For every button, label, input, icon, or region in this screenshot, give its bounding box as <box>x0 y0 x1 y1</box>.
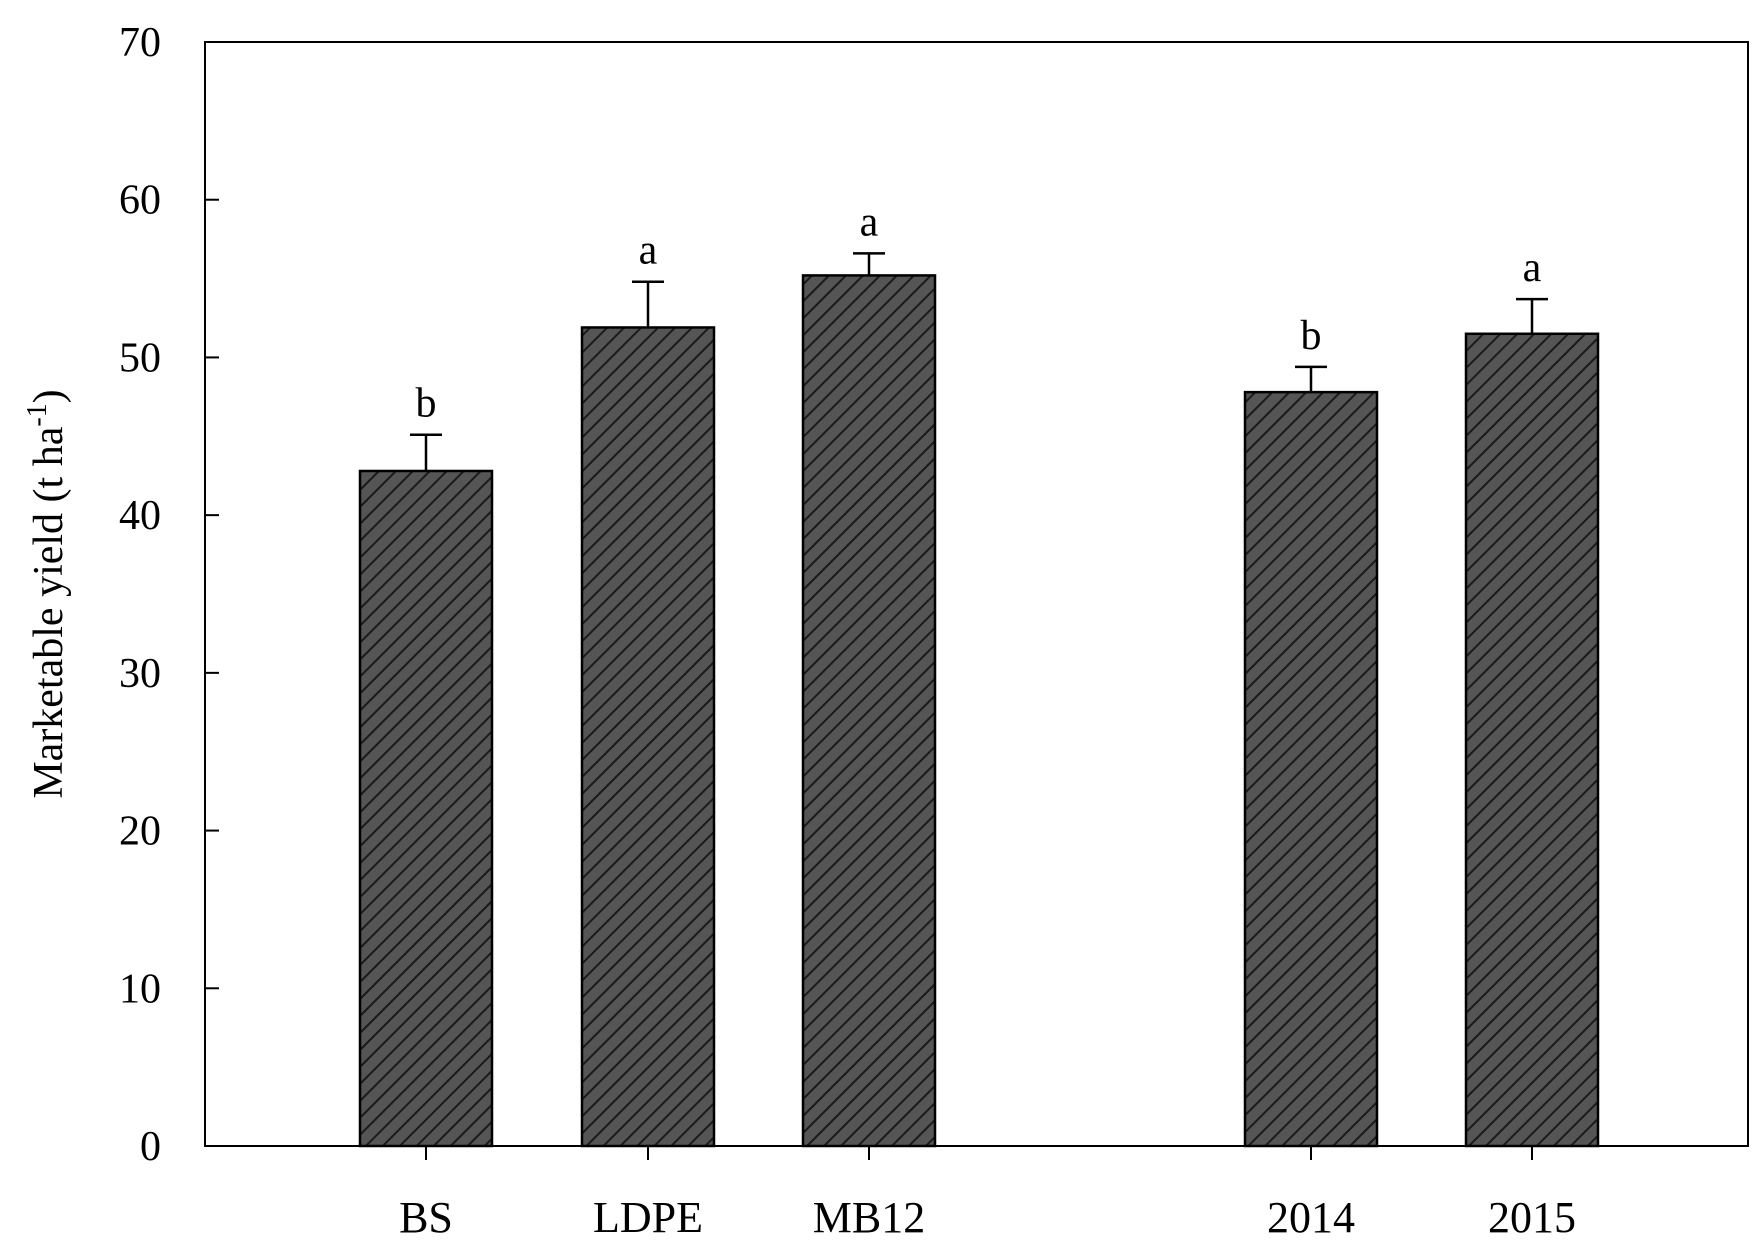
y-axis-title-close: ) <box>26 389 72 403</box>
x-tick-label: LDPE <box>593 1193 703 1242</box>
y-tick-label: 30 <box>119 651 161 697</box>
plot-frame <box>204 41 1749 1147</box>
bar-bs <box>358 469 494 1148</box>
x-axis: BS LDPE MB12 2014 2015 <box>399 1146 1576 1242</box>
y-tick-label: 20 <box>119 809 161 855</box>
bar-2015 <box>1464 332 1600 1148</box>
bar-ldpe <box>580 326 716 1148</box>
significance-letter: a <box>860 199 879 245</box>
y-tick-label: 60 <box>119 178 161 224</box>
y-tick-label: 50 <box>119 335 161 381</box>
x-tick-label: 2015 <box>1488 1193 1576 1242</box>
bar-mb12 <box>801 274 937 1148</box>
y-tick-label: 70 <box>119 20 161 66</box>
x-tick-label: BS <box>399 1193 453 1242</box>
bar-2014 <box>1243 390 1379 1148</box>
significance-letter: a <box>1523 245 1542 291</box>
y-axis-title-superscript: -1 <box>22 403 53 426</box>
y-axis-title: Marketable yield (t ha-1) <box>22 389 72 798</box>
significance-letter: b <box>416 381 437 427</box>
x-tick-label: MB12 <box>813 1193 925 1242</box>
y-tick-label: 0 <box>140 1124 161 1170</box>
y-tick-label: 40 <box>119 493 161 539</box>
bars: b a a b a <box>358 199 1600 1148</box>
significance-letter: b <box>1301 313 1322 359</box>
x-tick-label: 2014 <box>1267 1193 1355 1242</box>
significance-letter: a <box>639 228 658 274</box>
y-axis: 0 10 20 30 40 50 60 70 <box>119 20 219 1170</box>
y-tick-label: 10 <box>119 966 161 1012</box>
